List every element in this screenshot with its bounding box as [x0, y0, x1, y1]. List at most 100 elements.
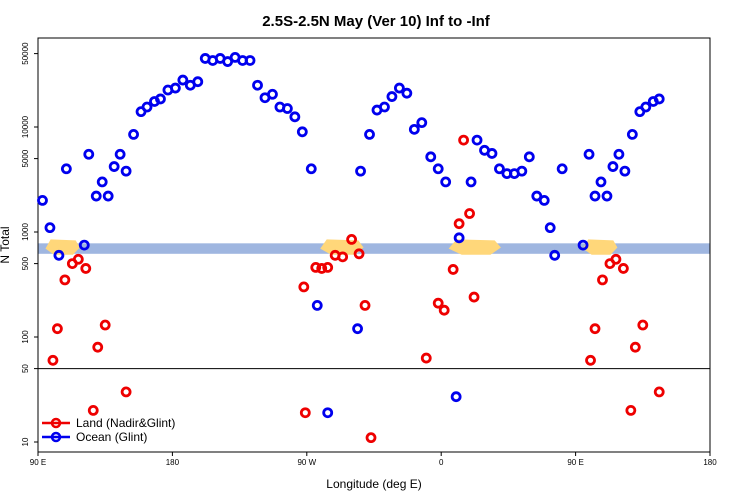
- data-point: [464, 208, 475, 219]
- data-point: [494, 163, 505, 175]
- data-point: [386, 91, 398, 102]
- y-tick-label: 100: [21, 330, 30, 344]
- data-point: [538, 194, 550, 206]
- data-point: [281, 103, 293, 114]
- data-point: [589, 190, 601, 202]
- data-point: [96, 176, 108, 188]
- data-point: [83, 148, 95, 160]
- data-point: [629, 341, 641, 353]
- data-point: [60, 163, 72, 175]
- y-tick-label: 10: [21, 437, 30, 446]
- data-point: [316, 263, 328, 274]
- x-tick-label: 180: [166, 458, 180, 467]
- data-point: [468, 291, 480, 303]
- data-point: [597, 274, 608, 286]
- data-point: [352, 323, 363, 335]
- equator-band: [38, 239, 710, 255]
- data-point: [155, 93, 166, 105]
- data-point: [37, 194, 48, 206]
- data-point: [379, 101, 390, 113]
- data-point: [365, 432, 377, 444]
- data-point: [92, 341, 104, 353]
- y-tick-label: 500: [21, 256, 30, 270]
- data-point: [87, 404, 99, 416]
- x-tick-label: 90 E: [30, 458, 46, 467]
- data-point: [450, 391, 462, 403]
- data-point: [471, 134, 483, 146]
- band-land-2: [448, 239, 501, 255]
- data-point: [72, 253, 84, 265]
- data-point: [289, 111, 301, 123]
- x-tick-label: 90 E: [567, 458, 583, 467]
- data-point: [408, 123, 420, 135]
- data-point: [355, 165, 366, 177]
- data-point: [44, 222, 56, 234]
- data-point: [267, 88, 278, 100]
- data-point: [425, 151, 437, 163]
- data-point: [577, 239, 589, 251]
- data-point: [78, 239, 90, 251]
- data-point: [59, 274, 71, 286]
- y-tick-label: 1000: [21, 223, 30, 241]
- data-point: [653, 93, 665, 105]
- data-point: [90, 190, 102, 202]
- x-tick-label: 180: [703, 458, 717, 467]
- data-point: [438, 304, 450, 316]
- data-point: [244, 55, 256, 66]
- data-point: [252, 79, 263, 91]
- band-land-0: [45, 239, 80, 255]
- data-point: [108, 161, 120, 172]
- data-point: [595, 176, 607, 188]
- data-point: [549, 249, 561, 261]
- band-ocean: [38, 243, 710, 254]
- data-point: [298, 281, 310, 293]
- data-point: [607, 161, 619, 172]
- y-tick-label: 50000: [21, 42, 30, 65]
- plot-frame: [37, 37, 711, 453]
- data-point: [128, 129, 139, 140]
- data-point: [613, 148, 625, 160]
- data-point: [416, 117, 428, 129]
- legend-entry-land: Land (Nadir&Glint): [42, 416, 175, 430]
- data-point: [305, 163, 317, 175]
- data-point: [401, 87, 413, 99]
- data-point: [322, 262, 334, 273]
- legend-label-land: Land (Nadir&Glint): [76, 416, 175, 430]
- data-point: [177, 74, 189, 86]
- y-tick-label: 10000: [21, 115, 30, 138]
- data-point: [222, 56, 234, 67]
- x-axis-label: Longitude (deg E): [326, 477, 421, 491]
- legend: Land (Nadir&Glint) Ocean (Glint): [42, 416, 175, 444]
- data-point: [486, 148, 498, 159]
- data-point: [432, 163, 444, 175]
- data-point: [531, 190, 543, 202]
- band-land-3: [583, 239, 618, 255]
- data-point: [169, 82, 181, 94]
- series-0: [47, 134, 665, 444]
- data-point: [432, 297, 444, 309]
- data-point: [322, 407, 334, 419]
- legend-label-ocean: Ocean (Glint): [76, 430, 147, 444]
- data-point: [311, 299, 323, 311]
- data-point: [653, 386, 665, 398]
- data-point: [141, 101, 153, 113]
- y-axis-label: N Total: [0, 226, 12, 263]
- data-point: [601, 190, 613, 202]
- x-tick-label: 0: [439, 458, 444, 467]
- data-point: [420, 352, 432, 364]
- data-point: [589, 323, 601, 335]
- chart-title: 2.5S-2.5N May (Ver 10) Inf to -Inf: [262, 13, 491, 30]
- data-point: [299, 407, 311, 419]
- data-points: [37, 52, 665, 444]
- data-point: [585, 354, 596, 366]
- data-point: [610, 253, 622, 265]
- data-point: [640, 101, 652, 113]
- data-point: [440, 176, 452, 188]
- data-point: [625, 404, 637, 416]
- data-point: [192, 76, 204, 88]
- series-1: [37, 52, 665, 419]
- x-tick-label: 90 W: [297, 458, 316, 467]
- data-point: [296, 126, 308, 138]
- data-point: [393, 82, 405, 94]
